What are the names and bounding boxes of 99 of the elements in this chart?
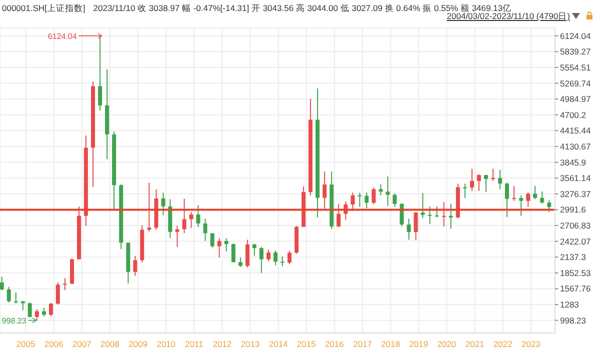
candlestick [147,182,152,232]
candlestick [280,256,284,267]
text: 2004/03/02-2023/11/10 (4790日) [446,11,570,23]
y-tick-label: 4415.44 [560,126,591,136]
candlestick [526,192,530,208]
candlestick [274,250,278,266]
y-tick-label: 2137.3 [560,252,586,262]
candlestick [378,184,383,196]
y-tick-label: 1852.53 [560,268,591,278]
candlestick [210,232,214,248]
candlestick [463,183,468,199]
candlestick [372,187,376,205]
candlestick [533,185,538,200]
y-tick-label: 3845.9 [560,157,586,168]
candlestick [420,192,425,219]
candlestick [238,257,242,268]
candlestick [392,192,397,208]
candlestick [266,249,271,262]
candlestick [189,212,194,229]
x-tick-label: 2009 [128,339,148,349]
x-tick-label: 2019 [409,339,428,349]
y-tick-label: 998.23 [560,315,586,326]
x-tick-label: 2010 [156,339,176,349]
candlestick [540,190,544,204]
candlestick [519,194,524,216]
x-tick-label: 2014 [268,339,288,349]
candlestick [14,292,18,304]
x-tick-label: 2012 [212,339,232,349]
candlestick [358,192,362,208]
x-tick-label: 2007 [72,339,92,349]
candlestick [6,286,11,303]
y-tick-label: 5839.27 [560,46,591,57]
y-tick-label: 2706.83 [560,220,591,231]
candlestick [442,202,446,227]
candlestick [484,174,488,193]
candlestick [56,282,60,306]
candlestick [414,212,418,241]
y-tick-label: 1567.76 [560,284,591,294]
candlestick [364,192,369,209]
y-tick-label: 2991.6 [560,204,586,215]
x-tick-label: 2022 [493,339,513,349]
candlestick [476,174,481,192]
candlestick [434,206,439,218]
y-tick-label: 4130.67 [560,141,591,152]
candlestick [28,302,32,318]
candlestick [245,239,250,268]
candlestick [48,302,53,317]
x-tick-label: 2011 [184,339,204,349]
x-tick-label: 2020 [437,339,456,349]
y-tick-label: 5554.51 [560,62,591,72]
x-tick-label: 2008 [100,339,120,349]
candlestick [34,308,39,321]
candlestick [512,185,516,202]
candlestick [0,276,4,291]
y-tick-label: 4984.97 [560,94,591,104]
candlestick [161,192,166,216]
candlestick [287,250,292,265]
x-tick-label: 2023 [521,339,541,349]
x-tick-label: 2018 [381,339,400,349]
chart-title: 000001.SH[上证指数] [2,3,86,13]
annotation: 998.23 [2,316,27,326]
candlestick [259,246,264,274]
candlestick [231,243,236,264]
y-tick-label: 6124.04 [560,30,591,41]
x-tick-label: 2015 [296,339,316,349]
candlestick [182,198,186,234]
y-tick-label: 3561.14 [560,173,591,184]
y-tick-label: 4700.2 [560,110,586,120]
x-tick-label: 2021 [465,339,485,349]
candlestick [386,176,390,206]
candlestick [498,169,502,190]
x-tick-label: 2006 [44,339,64,349]
candlestick [350,192,355,212]
x-tick-label: 2016 [324,339,344,349]
x-tick-label: 2005 [16,339,36,349]
candlestick [62,278,67,291]
annotation: 6124.04 [48,32,78,41]
candlestick [203,218,208,242]
y-tick-label: 3276.37 [560,188,591,199]
candlestick [224,238,228,252]
candlestick [217,238,222,258]
candlestick [322,170,327,211]
y-tick-label: 2422.07 [560,236,591,246]
candlestick [133,255,138,276]
candlestick [504,182,509,218]
x-tick-label: 2013 [240,339,260,349]
x-tick-label: 2017 [353,339,372,349]
candlestick [547,200,552,212]
candlestick [196,204,200,228]
candlestick [428,206,432,225]
candlestick [448,203,453,230]
candlestick [406,218,411,240]
y-tick-label: 5269.74 [560,78,591,88]
candlestick [336,203,341,228]
y-tick-label: 1283 [560,300,580,310]
chart-subtitle: 2023/11/10 收 3038.97 幅 -0.47%[-14.31] 开 3043.56 高 3044.00 低 3027.09 换 0.64% 振 0.55% 额 3469.13亿 [93,3,512,13]
candlestick [175,225,180,248]
candlestick [252,243,256,256]
candlestick [470,168,474,192]
